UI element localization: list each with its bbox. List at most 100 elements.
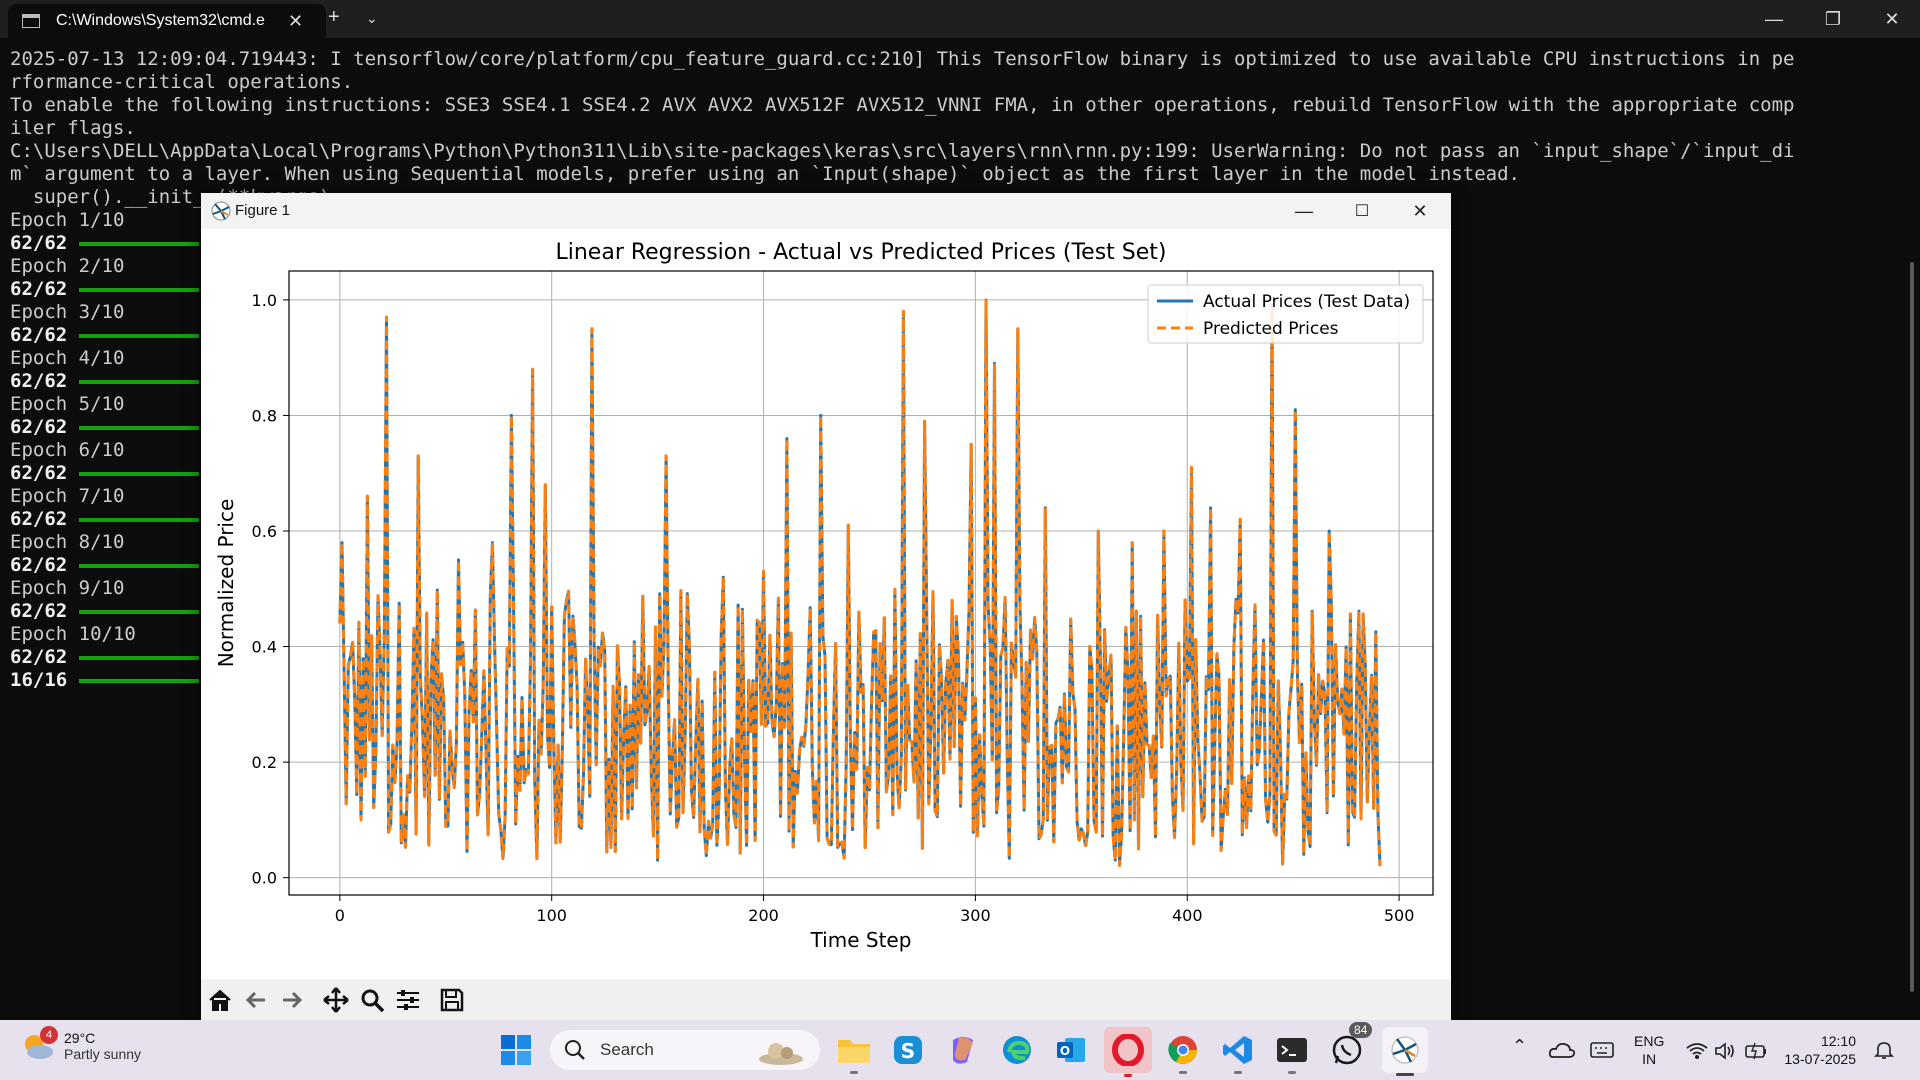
x-tick-label: 500 <box>1384 906 1415 925</box>
weather-widget[interactable]: 4 29°C Partly sunny <box>20 1026 141 1064</box>
epoch-text: 62/62 <box>10 646 68 668</box>
epoch-text: 62/62 <box>10 508 68 530</box>
close-tab-icon[interactable]: ✕ <box>288 10 304 31</box>
volume-icon[interactable] <box>1714 1042 1736 1060</box>
y-tick-label: 0.4 <box>252 638 277 657</box>
terminal-tab[interactable]: C:\Windows\System32\cmd.e ✕ <box>8 4 326 38</box>
y-tick-label: 0.8 <box>252 406 277 425</box>
terminal-app[interactable] <box>1272 1030 1312 1074</box>
terminal-icon <box>1277 1038 1307 1062</box>
system-clock[interactable]: 12:10 13-07-2025 <box>1784 1033 1856 1067</box>
epoch-progress-line: 62/62 <box>10 232 200 255</box>
svg-text:O: O <box>1060 1044 1070 1058</box>
x-axis-label: Time Step <box>810 928 912 952</box>
figure-titlebar[interactable]: Figure 1 — ☐ ✕ <box>201 193 1451 229</box>
epoch-text: Epoch 6/10 <box>10 439 125 461</box>
notification-bell-icon[interactable] <box>1874 1040 1894 1060</box>
chevron-down-icon[interactable]: ⌄ <box>366 10 378 26</box>
chevron-up-icon[interactable]: ⌃ <box>1512 1036 1528 1056</box>
epoch-text: Epoch 3/10 <box>10 301 125 323</box>
epoch-progress-line: 62/62 <box>10 416 200 439</box>
x-tick-label: 400 <box>1172 906 1203 925</box>
epoch-progress-line: 62/62 <box>10 646 200 669</box>
epoch-text: 62/62 <box>10 278 68 300</box>
battery-icon[interactable] <box>1744 1042 1768 1060</box>
epoch-text: 62/62 <box>10 554 68 576</box>
outlook-app[interactable]: O <box>1051 1030 1091 1070</box>
search-placeholder: Search <box>600 1040 654 1059</box>
terminal-output[interactable]: 2025-07-13 12:09:04.719443: I tensorflow… <box>10 48 1890 209</box>
epoch-progress-line: 62/62 <box>10 278 200 301</box>
line-chart[interactable]: Linear Regression - Actual vs Predicted … <box>201 229 1451 979</box>
epoch-progress-line: 62/62 <box>10 554 200 577</box>
plot-area-frame <box>288 270 1434 896</box>
progress-bar <box>79 241 200 246</box>
terminal-line: rformance-critical operations. <box>10 71 354 93</box>
wifi-icon[interactable] <box>1686 1042 1708 1060</box>
figure-close-button[interactable]: ✕ <box>1412 200 1428 221</box>
close-button[interactable]: ✕ <box>1884 8 1900 29</box>
skype-app[interactable]: S <box>888 1030 928 1070</box>
epoch-header-line: Epoch 6/10 <box>10 439 199 462</box>
chart-legend: Actual Prices (Test Data) Predicted Pric… <box>1147 284 1424 344</box>
onedrive-icon[interactable] <box>1549 1041 1575 1059</box>
progress-bar <box>79 563 200 568</box>
copilot-app[interactable] <box>943 1030 983 1070</box>
y-tick-label: 0.0 <box>252 869 277 888</box>
configure-subplots-icon[interactable] <box>391 983 425 1017</box>
terminal-tab-bar: C:\Windows\System32\cmd.e ✕ + ⌄ — ❐ ✕ <box>0 0 1920 38</box>
series-line-predicted <box>338 298 1382 867</box>
matplotlib-figure-app[interactable] <box>1382 1027 1428 1076</box>
taskbar-search[interactable]: Search <box>550 1030 820 1070</box>
figure-minimize-button[interactable]: — <box>1295 200 1313 221</box>
whatsapp-app[interactable]: 84 <box>1327 1022 1373 1070</box>
home-icon[interactable] <box>203 983 237 1017</box>
epoch-progress-line: 62/62 <box>10 370 200 393</box>
opera-icon <box>1112 1034 1144 1066</box>
epoch-text: Epoch 8/10 <box>10 531 125 553</box>
search-icon <box>565 1040 585 1060</box>
matplotlib-icon <box>211 201 231 221</box>
legend-label-actual: Actual Prices (Test Data) <box>1203 292 1410 312</box>
matplotlib-icon <box>1391 1036 1419 1064</box>
windows-logo-icon <box>501 1035 531 1065</box>
chrome-app[interactable] <box>1163 1030 1203 1074</box>
epoch-header-line: Epoch 4/10 <box>10 347 199 370</box>
progress-bar <box>79 655 200 660</box>
terminal-line: iler flags. <box>10 117 136 139</box>
epoch-text: Epoch 1/10 <box>10 209 125 231</box>
chart-title: Linear Regression - Actual vs Predicted … <box>555 240 1166 265</box>
file-explorer-app[interactable] <box>834 1030 874 1074</box>
minimize-button[interactable]: — <box>1765 8 1783 29</box>
weather-alert-badge: 4 <box>40 1026 58 1044</box>
back-arrow-icon[interactable] <box>239 983 273 1017</box>
progress-bar <box>79 517 200 522</box>
epoch-header-line: Epoch 1/10 <box>10 209 199 232</box>
taskbar: 4 29°C Partly sunny Search S O <box>0 1020 1920 1080</box>
language-indicator[interactable]: ENG IN <box>1634 1033 1665 1067</box>
epoch-header-line: Epoch 8/10 <box>10 531 199 554</box>
keyboard-icon[interactable] <box>1590 1041 1614 1059</box>
terminal-scrollbar[interactable] <box>1910 262 1914 992</box>
epoch-text: 62/62 <box>10 416 68 438</box>
edge-app[interactable] <box>997 1030 1037 1070</box>
vscode-app[interactable] <box>1218 1030 1258 1074</box>
epoch-text: 62/62 <box>10 324 68 346</box>
start-button[interactable] <box>500 1034 532 1066</box>
zoom-icon[interactable] <box>355 983 389 1017</box>
pan-icon[interactable] <box>319 983 353 1017</box>
forward-arrow-icon[interactable] <box>275 983 309 1017</box>
restore-button[interactable]: ❐ <box>1824 8 1842 29</box>
save-icon[interactable] <box>435 983 469 1017</box>
copilot-icon <box>953 1037 973 1064</box>
y-tick-label: 0.6 <box>252 522 277 541</box>
progress-bar <box>79 287 200 292</box>
progress-bar <box>79 333 200 338</box>
new-tab-icon[interactable]: + <box>328 6 340 28</box>
progress-bar <box>79 379 200 384</box>
svg-text:S: S <box>901 1039 915 1063</box>
epoch-progress-line: 62/62 <box>10 600 200 623</box>
figure-maximize-button[interactable]: ☐ <box>1354 203 1370 220</box>
opera-app[interactable] <box>1104 1027 1152 1077</box>
whatsapp-icon <box>1332 1035 1362 1065</box>
